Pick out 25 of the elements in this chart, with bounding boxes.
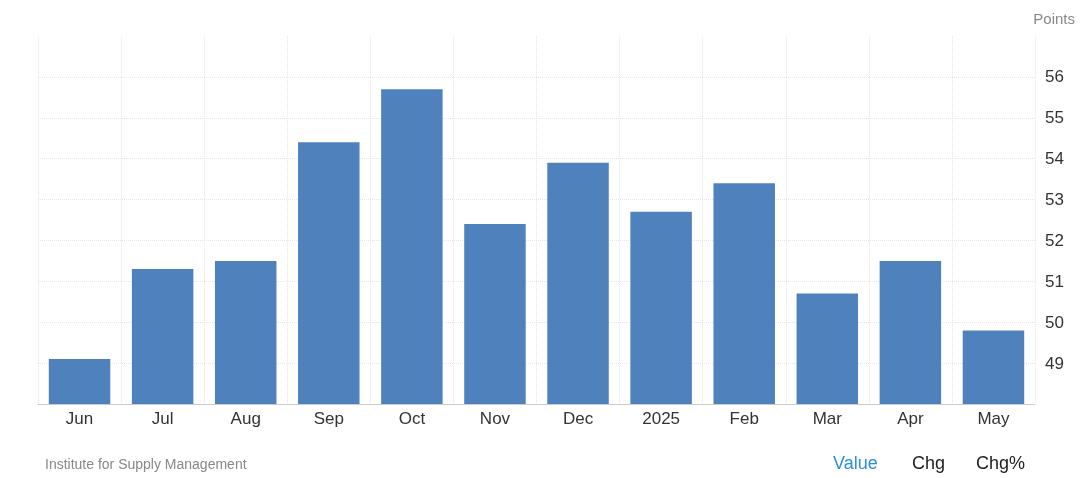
y-axis-title: Points [1033,10,1075,27]
y-tick-label: 54 [1045,149,1064,169]
text: Chg% [976,453,1026,474]
x-tick-label: Jun [65,409,94,428]
x-tick-label: Feb [729,409,759,428]
text: Value [833,453,878,474]
y-tick-label: 51 [1045,271,1064,291]
y-tick-label: 52 [1045,230,1064,250]
y-tick-label: 56 [1045,67,1064,87]
x-tick-label: Sep [313,409,344,428]
y-tick-label: 55 [1045,108,1064,128]
x-tick-label: Jul [151,409,174,428]
x-tick-label: Oct [398,409,426,428]
x-tick-label: Apr [897,409,924,428]
text: Institute for Supply Management [45,456,247,472]
x-tick-label: Nov [479,409,511,428]
y-tick-label: 53 [1045,190,1064,210]
x-tick-label: Aug [230,409,261,428]
x-tick-label: Mar [812,409,843,428]
x-tick-label: 2025 [642,409,681,428]
x-tick-label: May [977,409,1011,428]
x-tick-label: Dec [562,409,594,428]
text: Chg [912,453,946,474]
y-tick-label: 49 [1045,353,1064,373]
y-tick-label: 50 [1045,312,1064,332]
